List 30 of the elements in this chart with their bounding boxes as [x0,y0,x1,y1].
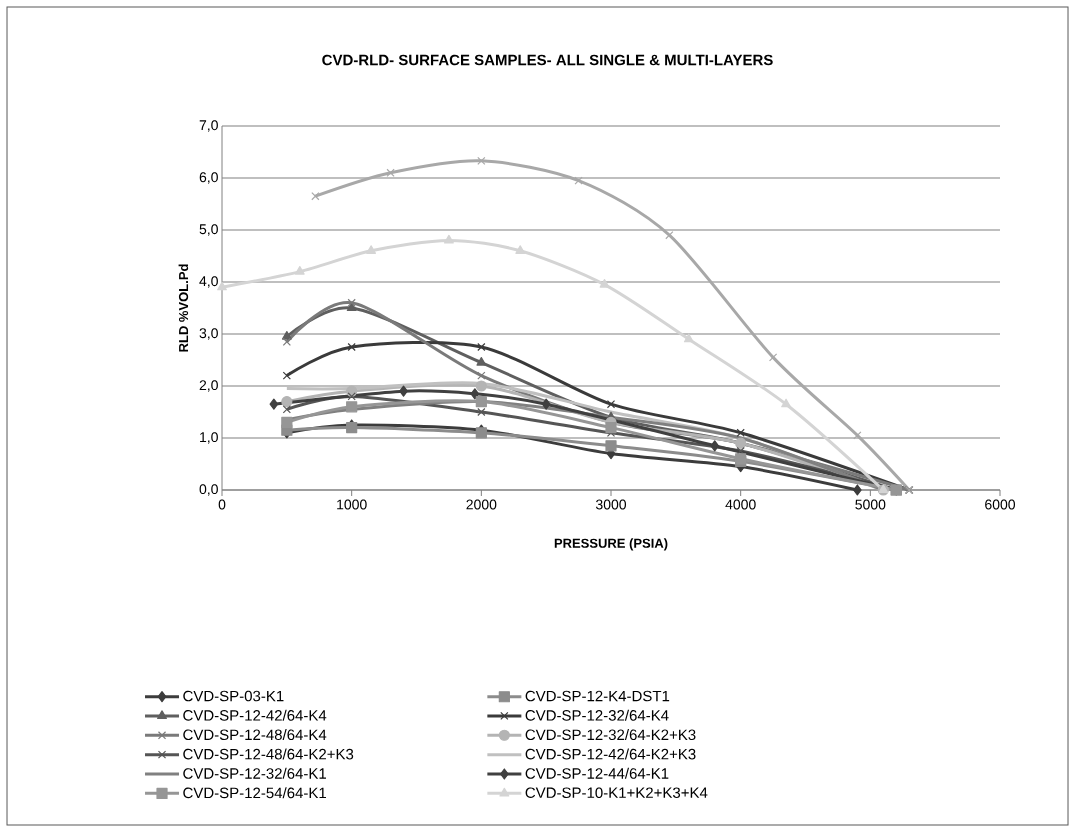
x-axis-title: PRESSURE (PSIA) [554,538,668,551]
y-tick-label: 6,0 [199,172,218,184]
legend-label: CVD-SP-12-48/64-K4 [183,729,327,741]
x-tick-label: 5000 [855,499,886,510]
y-tick-label: 0,0 [199,484,218,496]
legend-label: CVD-SP-03-K1 [183,690,284,702]
y-tick-label: 2,0 [199,380,218,392]
y-axis-title: RLD %VOL.Pd [178,264,189,352]
x-tick-label: 1000 [337,499,367,510]
legend-label: CVD-SP-12-42/64-K2+K3 [525,748,696,760]
y-tick-label: 5,0 [199,224,218,236]
x-tick-label: 2000 [466,499,497,510]
chart-title: CVD-RLD- SURFACE SAMPLES- ALL SINGLE & MULTI-LAYERS [322,54,773,66]
legend-label: CVD-SP-12-48/64-K2+K3 [183,748,354,760]
legend-label: CVD-SP-10-K1+K2+K3+K4 [525,787,708,798]
x-tick-label: 4000 [725,499,756,510]
legend-label: CVD-SP-12-K4-DST1 [525,690,670,702]
legend-label: CVD-SP-12-54/64-K1 [183,787,326,799]
legend-label: CVD-SP-12-32/64-K2+K3 [525,729,696,741]
x-tick-label: 0 [218,499,226,510]
y-tick-label: 3,0 [199,328,218,340]
legend-label: CVD-SP-12-32/64-K4 [525,709,669,721]
y-tick-label: 1,0 [200,432,218,444]
legend-label: CVD-SP-12-32/64-K1 [183,767,326,779]
legend-label: CVD-SP-12-42/64-K4 [183,709,327,721]
y-tick-label: 4,0 [199,276,218,288]
legend-label: CVD-SP-12-44/64-K1 [525,767,669,779]
y-tick-label: 7,0 [199,120,218,132]
x-tick-label: 3000 [595,499,627,510]
x-tick-label: 6000 [985,499,1016,510]
